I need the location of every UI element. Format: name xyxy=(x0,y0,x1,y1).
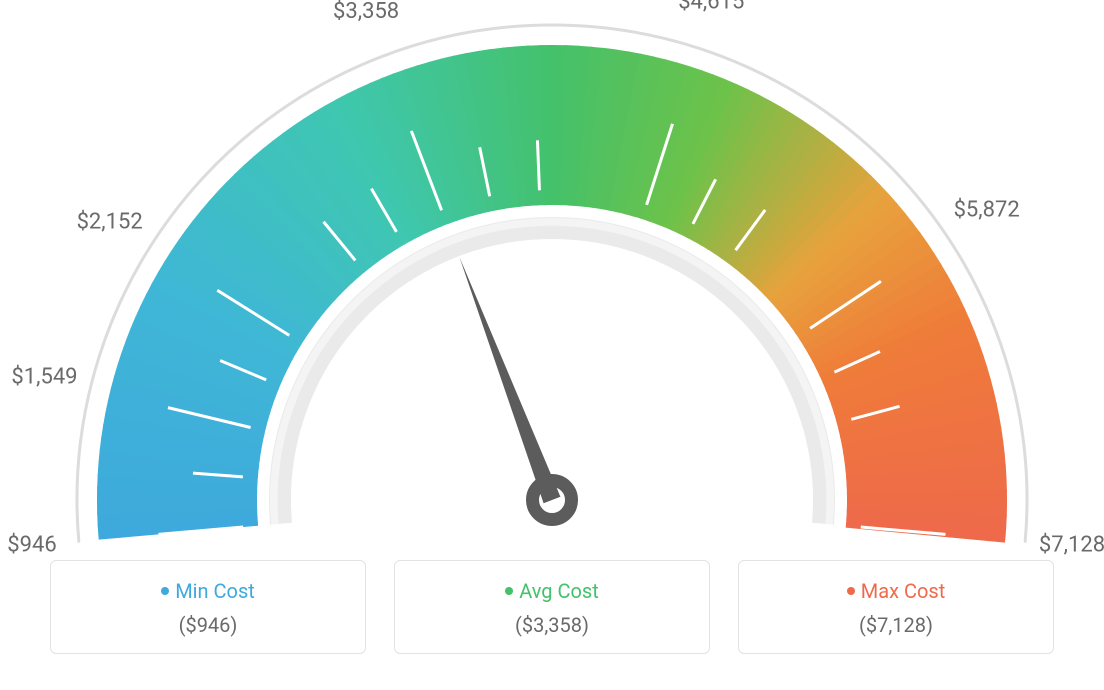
svg-text:$946: $946 xyxy=(7,532,56,557)
legend-card-max: Max Cost ($7,128) xyxy=(738,560,1054,654)
dot-icon xyxy=(847,587,855,595)
legend-row: Min Cost ($946) Avg Cost ($3,358) Max Co… xyxy=(0,560,1104,674)
legend-label: Max Cost xyxy=(861,579,946,603)
svg-text:$5,872: $5,872 xyxy=(954,198,1020,223)
legend-value-max: ($7,128) xyxy=(749,613,1043,637)
gauge-container: $946 $1,549 $2,152 $3,358 $4,615 $5,872 $7,128 xyxy=(0,0,1104,560)
dot-icon xyxy=(505,587,513,595)
legend-label: Min Cost xyxy=(175,579,255,603)
legend-title-min: Min Cost xyxy=(61,579,355,603)
legend-card-min: Min Cost ($946) xyxy=(50,560,366,654)
legend-value-avg: ($3,358) xyxy=(405,613,699,637)
svg-text:$4,615: $4,615 xyxy=(678,0,744,15)
svg-text:$1,549: $1,549 xyxy=(11,365,77,390)
legend-label: Avg Cost xyxy=(519,579,599,603)
legend-title-max: Max Cost xyxy=(749,579,1043,603)
legend-title-avg: Avg Cost xyxy=(405,579,699,603)
svg-text:$7,128: $7,128 xyxy=(1039,532,1104,557)
svg-text:$3,358: $3,358 xyxy=(333,0,399,24)
dot-icon xyxy=(161,587,169,595)
legend-card-avg: Avg Cost ($3,358) xyxy=(394,560,710,654)
svg-text:$2,152: $2,152 xyxy=(77,210,143,235)
legend-value-min: ($946) xyxy=(61,613,355,637)
cost-gauge: $946 $1,549 $2,152 $3,358 $4,615 $5,872 $7,128 xyxy=(0,0,1104,560)
